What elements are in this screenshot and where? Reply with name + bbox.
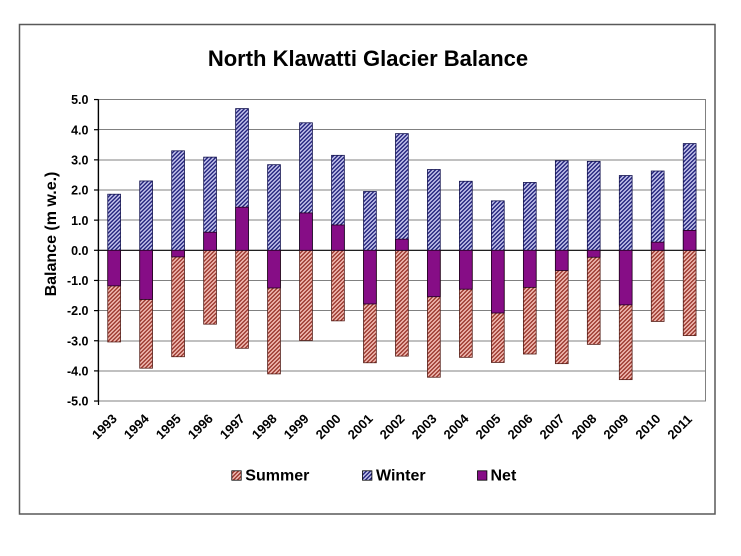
- svg-text:1.0: 1.0: [71, 214, 88, 228]
- svg-text:North Klawatti Glacier Balance: North Klawatti Glacier Balance: [208, 46, 528, 71]
- svg-text:Balance (m w.e.): Balance (m w.e.): [43, 172, 60, 297]
- svg-text:4.0: 4.0: [71, 123, 88, 137]
- svg-text:-5.0: -5.0: [67, 395, 89, 409]
- svg-text:-1.0: -1.0: [67, 274, 89, 288]
- svg-text:-3.0: -3.0: [67, 334, 89, 348]
- svg-text:-4.0: -4.0: [67, 365, 89, 379]
- svg-text:Winter: Winter: [376, 467, 426, 484]
- svg-text:Summer: Summer: [245, 467, 309, 484]
- svg-text:3.0: 3.0: [71, 153, 88, 167]
- svg-text:0.0: 0.0: [71, 244, 88, 258]
- svg-text:5.0: 5.0: [71, 93, 88, 107]
- svg-text:Net: Net: [491, 467, 517, 484]
- svg-text:-2.0: -2.0: [67, 304, 89, 318]
- svg-text:2.0: 2.0: [71, 184, 88, 198]
